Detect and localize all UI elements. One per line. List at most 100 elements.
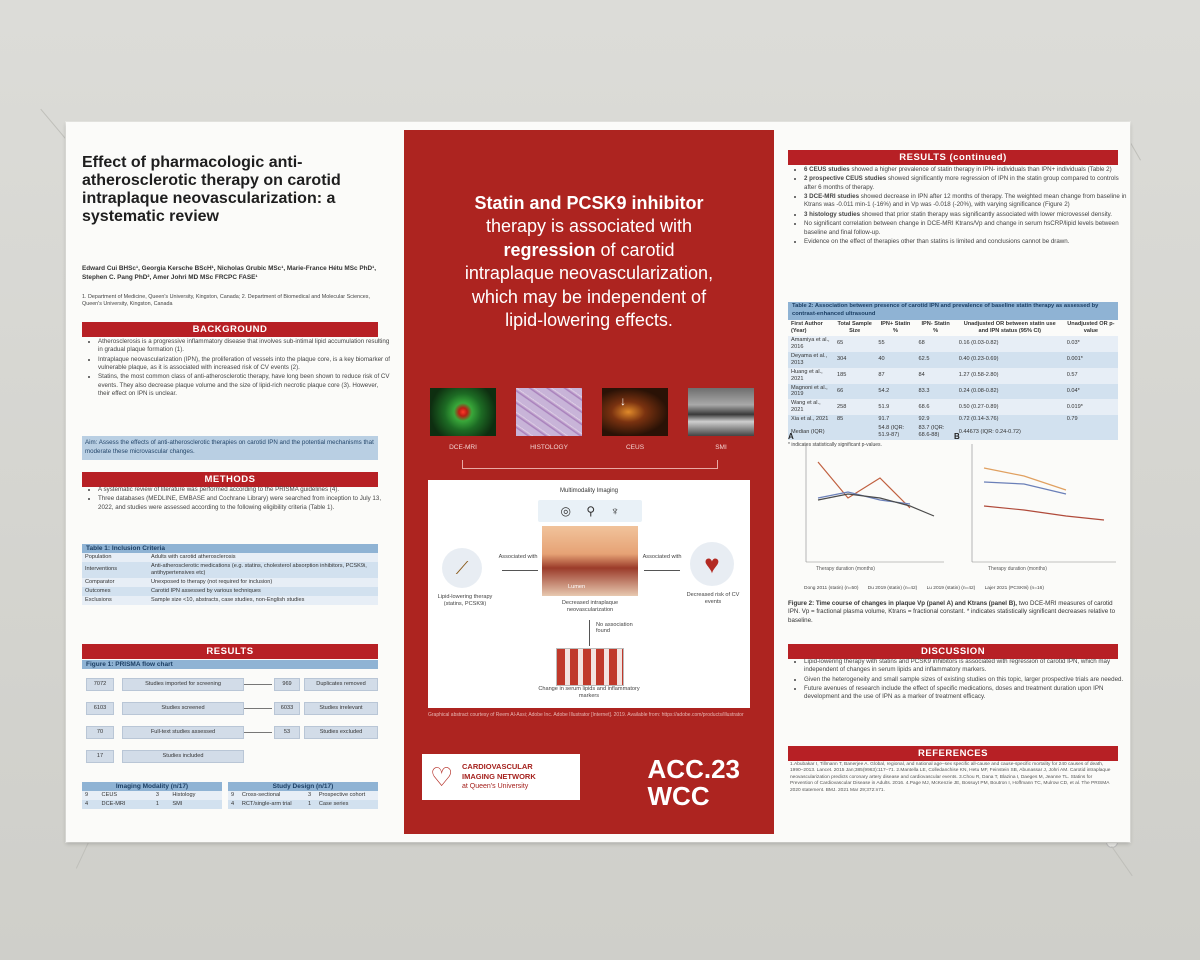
table2-cell: 0.16 (0.03-0.82) xyxy=(955,335,1064,352)
table2-median-cell: 0.44673 (IQR: 0.24-0.72) xyxy=(955,424,1064,441)
table2-cell: 0.04* xyxy=(1063,383,1118,400)
panel-a-label: A xyxy=(788,432,794,441)
table2-header: IPN- Statin % xyxy=(921,320,950,334)
flow-count: 6033 xyxy=(274,702,300,715)
diagram-left-label: Lipid-lowering therapy (statins, PCSK9i) xyxy=(437,594,493,608)
flow-count: 7072 xyxy=(86,678,114,691)
blood-tubes-icon xyxy=(556,648,624,686)
table1-key: Population xyxy=(82,553,148,562)
flow-box: Full-text studies assessed xyxy=(122,726,244,739)
references-text: 1.Abubakar I, Tillmann T, Banerjee A. Gl… xyxy=(790,762,1111,793)
figure2-caption: Figure 2: Time course of changes in plaq… xyxy=(788,600,1118,625)
credit-line: Graphical abstract courtesy of Reem Al-A… xyxy=(428,712,744,718)
design-count: 3 xyxy=(305,791,316,800)
background-item: Atherosclerosis is a progressive inflamm… xyxy=(98,338,390,355)
methods-heading: METHODS xyxy=(82,472,378,487)
table2-cell: 85 xyxy=(833,415,876,425)
table1-key: Comparator xyxy=(82,577,148,587)
panel-b-xlabel: Therapy duration (months) xyxy=(988,566,1047,572)
discussion-item: Future avenues of research include the e… xyxy=(804,685,1130,702)
table2-cell: 0.79 xyxy=(1063,415,1118,425)
series-line xyxy=(983,481,1067,495)
conference-sub: WCC xyxy=(647,781,710,812)
design-title: Study Design (n/17) xyxy=(228,782,378,791)
figure2-panel-a: A Therapy duration (months) xyxy=(788,432,948,592)
authors: Edward Cui BHSc¹, Georgia Kersche BScH¹,… xyxy=(82,265,377,282)
results-item: Evidence on the effect of therapies othe… xyxy=(804,238,1130,246)
diagram-bottom-label: Change in serum lipids and inflammatory … xyxy=(538,686,640,700)
table2-cell: 185 xyxy=(833,367,876,384)
panel-b-label: B xyxy=(954,432,960,441)
discussion-item: Lipid-lowering therapy with statins and … xyxy=(804,658,1130,675)
figure1-title: Figure 1: PRISMA flow chart xyxy=(82,660,378,669)
assoc-arrow xyxy=(644,570,680,571)
table2-row: Magnoni et al., 2019 66 54.2 83.3 0.24 (0.08… xyxy=(788,383,1118,400)
probe-icon: ♆ xyxy=(610,504,620,518)
table2-header: Unadjusted OR p-value xyxy=(1067,320,1115,334)
headline-line: which may be independent of xyxy=(471,286,707,307)
table2-cell: Wang et al., 2021 xyxy=(788,399,834,416)
discussion-heading: DISCUSSION xyxy=(788,644,1118,659)
flow-box: Studies irrelevant xyxy=(304,702,378,715)
table2-note: * indicates statistically significant p-… xyxy=(788,442,882,449)
legend-item: Lajer 2021 (PCSK9i) (n=16) xyxy=(984,586,1044,591)
table2-body: Amamiya et al., 2016 65 55 68 0.16 (0.03-0.8… xyxy=(788,335,1118,425)
references-heading: REFERENCES xyxy=(788,746,1118,761)
poster-title: Effect of pharmacologic anti-atheroscler… xyxy=(82,154,341,225)
left-column: Effect of pharmacologic anti-atheroscler… xyxy=(66,122,396,842)
table2-cell: 0.50 (0.27-0.89) xyxy=(955,399,1064,416)
logo-line: at Queen's University xyxy=(462,783,529,790)
histology-image xyxy=(516,388,582,436)
table2-cell: 68.6 xyxy=(915,399,956,416)
figure2-caption-text: two DCE-MRI measures of carotid IPN. Vp … xyxy=(788,600,1116,624)
table2-cell: 0.03* xyxy=(1063,335,1118,352)
table2-cell: 51.9 xyxy=(875,399,916,416)
results-cont-heading: RESULTS (continued) xyxy=(788,150,1118,165)
table1-key: Outcomes xyxy=(82,586,148,596)
results-item-bold: 3 histology studies xyxy=(804,210,861,218)
results-heading: RESULTS xyxy=(82,644,378,659)
table1: Table 1: Inclusion Criteria Population Ad… xyxy=(82,544,378,605)
table2-cell: 68 xyxy=(915,335,956,352)
table1-key: Interventions xyxy=(82,561,148,578)
flow-box: Studies excluded xyxy=(304,726,378,739)
flow-count: 53 xyxy=(274,726,300,739)
panel-b-chart xyxy=(971,444,1116,563)
hanging-wire xyxy=(1111,846,1133,877)
table2-cell: 83.3 xyxy=(915,383,956,400)
ceus-image: ↓ xyxy=(602,388,668,436)
series-line xyxy=(817,493,935,517)
heart-logo-icon: ♡ xyxy=(430,762,454,792)
table2-title: Table 2: Association between presence of… xyxy=(788,302,1118,320)
results-item-text: No significant correlation between chang… xyxy=(804,220,1119,236)
flow-count: 70 xyxy=(86,726,114,739)
modality-table: Imaging Modality (n/17) 9 CEUS 3 Histolo… xyxy=(82,782,222,809)
diagram-right-label: Decreased risk of CV events xyxy=(686,592,740,606)
modality-count: 4 xyxy=(82,799,99,809)
modality-title: Imaging Modality (n/17) xyxy=(82,782,222,791)
table2-median-cell: 54.8 (IQR: 51.9-87) xyxy=(875,424,916,441)
flow-arrow xyxy=(244,684,272,685)
affiliations: 1. Department of Medicine, Queen's Unive… xyxy=(82,294,370,308)
aim-box: Aim: Assess the effects of anti-atherosc… xyxy=(82,436,378,460)
table2-cell: 0.001* xyxy=(1063,351,1118,368)
table1-value: Unexposed to therapy (not required for i… xyxy=(148,577,378,587)
table2-cell: 0.72 (0.14-3.76) xyxy=(955,415,1064,425)
headline: Statin and PCSK9 inhibitor therapy is as… xyxy=(422,192,756,332)
table2-cell: 92.9 xyxy=(915,415,956,425)
table2-header: IPN+ Statin % xyxy=(880,320,911,334)
results-item-bold: 3 DCE-MRI studies xyxy=(804,193,860,201)
modality-label: Histology xyxy=(169,791,222,800)
diagram-noassoc-label: No association found xyxy=(596,622,633,634)
diagram-assoc-label: Associated with xyxy=(642,554,682,560)
modality-count: 3 xyxy=(152,791,170,800)
modality-label: DCE-MRI xyxy=(449,444,477,451)
headline-line: intraplaque neovascularization, xyxy=(464,263,714,284)
flow-count: 17 xyxy=(86,750,114,763)
flow-count: 6103 xyxy=(86,702,114,715)
table2-cell: 0.57 xyxy=(1063,367,1118,384)
hanging-wire xyxy=(40,108,67,140)
logo-line: CARDIOVASCULAR xyxy=(462,762,533,771)
syringe-icon: ⟋ xyxy=(442,548,482,588)
table1-value: Sample size <10, abstracts, case studies… xyxy=(148,595,378,605)
